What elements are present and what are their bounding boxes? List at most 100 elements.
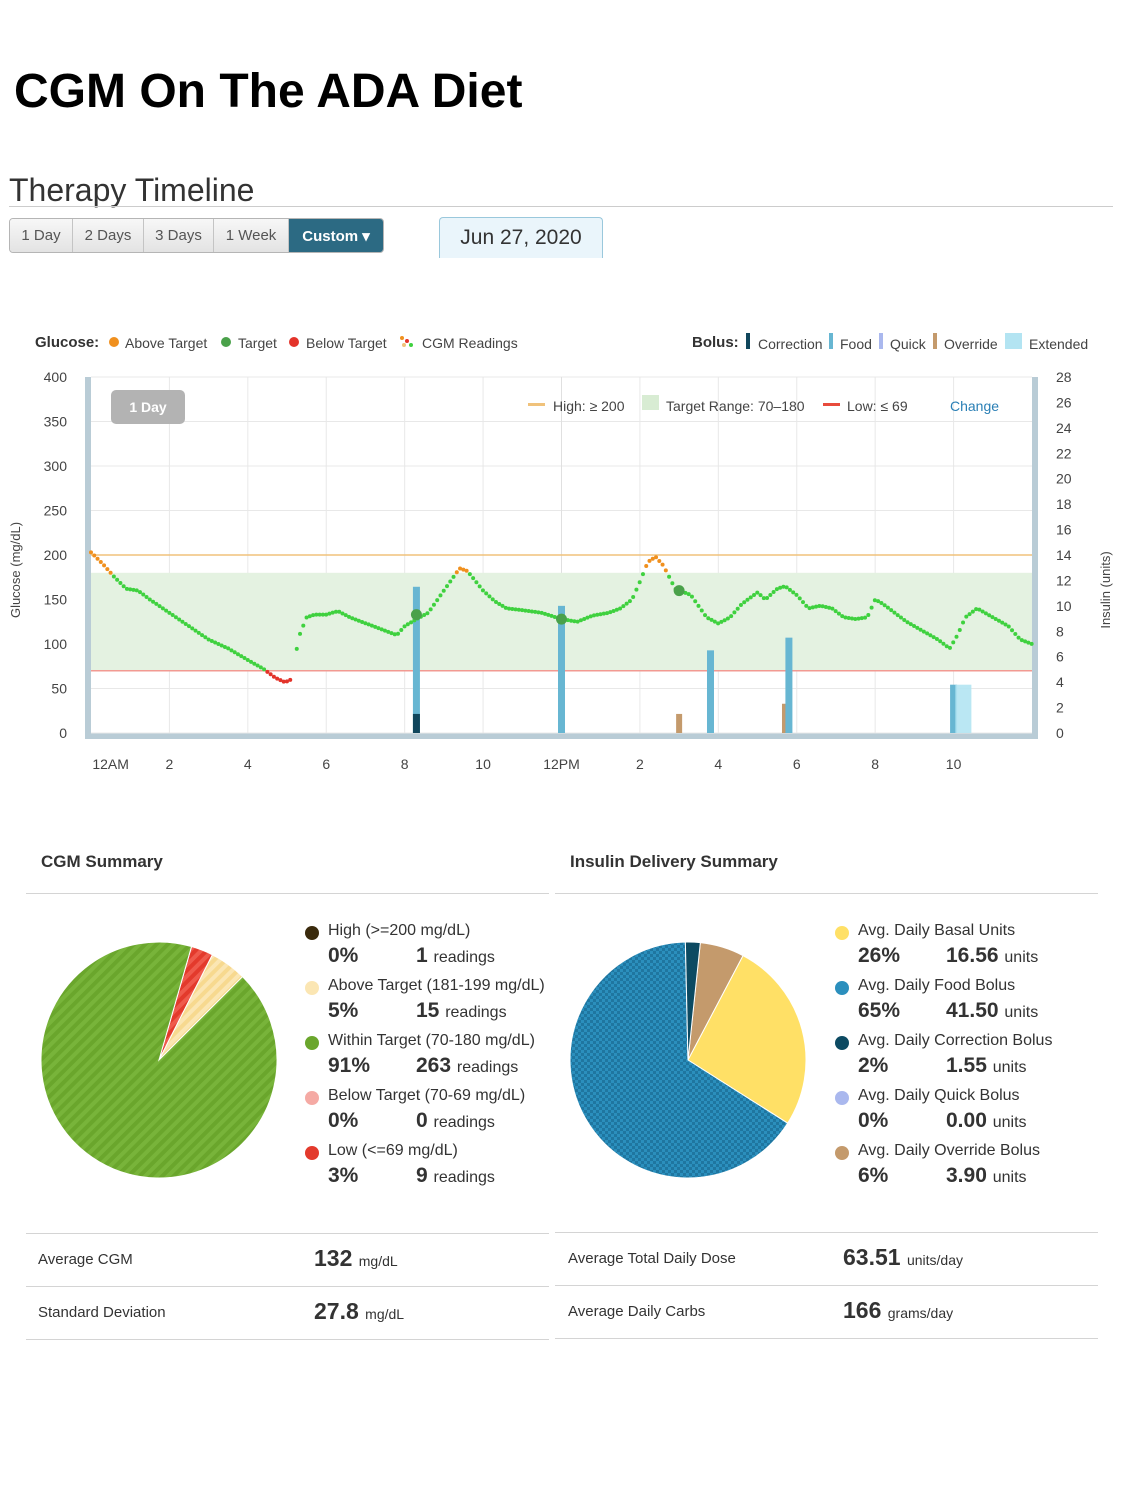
cgm-reading-dot [350,616,355,621]
cgm-reading-dot [588,614,593,619]
cgm-legend-pct: 3% [328,1164,359,1187]
cgm-reading-dot [601,611,606,616]
cgm-reading-dot [500,603,505,608]
page-title: CGM On The ADA Diet [14,65,523,118]
x-tick-label: 10 [946,756,962,772]
correction-dot-icon [835,1036,849,1050]
cgm-reading-dot [856,616,861,621]
cgm-reading-dot [265,669,270,674]
cgm-reading-dot [337,609,342,614]
cgm-stats-divider [26,1286,549,1287]
cgm-reading-dot [611,608,616,613]
y-tick-label: 100 [44,636,68,652]
cgm-reading-dot [222,644,227,649]
cgm-reading-dot [124,586,129,591]
cgm-reading-dot [490,597,495,602]
cgm-reading-dot [444,584,449,589]
cgm-reading-dot [435,598,440,603]
cgm-reading-dot [487,594,492,599]
y2-tick-label: 10 [1056,598,1072,614]
legend-correction: Correction [758,336,823,352]
cgm-reading-dot [781,584,786,589]
cgm-reading-dot [752,592,757,597]
cgm-reading-dot [245,657,250,662]
pie-slice-within-target [40,941,278,1179]
cgm-reading-dot [768,593,773,598]
cgm-reading-dot [569,618,574,623]
cgm-reading-dot [382,628,387,633]
x-tick-label: 6 [322,756,330,772]
cgm-reading-dot [186,624,191,629]
cgm-reading-dot [441,588,446,593]
cgm-reading-dot [252,661,257,666]
tab-1-week[interactable]: 1 Week [214,219,289,252]
cgm-reading-dot [634,587,639,592]
cgm-legend-count: 1 [416,944,428,967]
cgm-reading-dot [477,584,482,589]
target-markers [410,585,685,625]
cgm-reading-dot [667,574,672,579]
cgm-legend-label: Within Target (70-180 mg/dL) [328,1032,535,1049]
cgm-reading-dot [137,590,142,595]
legend-override: Override [944,336,998,352]
tab-3-days[interactable]: 3 Days [144,219,214,252]
cgm-reading-dot [797,596,802,601]
cgm-reading-dot [102,563,107,568]
cgm-reading-dot [977,607,982,612]
cgm-stats-divider [26,1339,549,1340]
insulin-legend-value: 3.90 [946,1164,987,1187]
high-dot-icon [305,926,319,940]
insulin-legend-pct: 2% [858,1054,889,1077]
cgm-reading-dot [980,609,985,614]
y2-tick-label: 28 [1056,369,1072,385]
insulin-legend-label: Avg. Daily Correction Bolus [858,1032,1053,1049]
cgm-reading-dot [409,620,414,625]
cgm-reading-dot [474,580,479,585]
cgm-reading-dot [262,667,267,672]
cgm-reading-dot [1000,620,1005,625]
above-target-swatch [109,337,119,347]
cgm-pie-slices [40,941,278,1179]
cgm-reading-dot [301,623,306,628]
cgm-reading-dot [954,634,959,639]
cgm-reading-dot [396,631,401,636]
change-link[interactable]: Change [950,398,999,414]
legend-above-target: Above Target [125,335,207,351]
bolus-bar-correction [412,713,420,733]
low-legend: Low: ≤ 69 [847,398,908,414]
legend-target: Target [238,335,277,351]
cgm-reading-dot [392,632,397,637]
date-picker[interactable]: Jun 27, 2020 [439,217,603,258]
cgm-reading-dot [278,678,283,683]
tab-2-days[interactable]: 2 Days [73,219,144,252]
cgm-reading-dot [298,631,303,636]
cgm-reading-dot [614,607,619,612]
cgm-reading-dot [621,604,626,609]
cgm-legend-unit: readings [456,1059,519,1076]
cgm-reading-dot [347,614,352,619]
cgm-reading-dot [830,606,835,611]
cgm-reading-dot [549,613,554,618]
cgm-legend-label: Below Target (70-69 mg/dL) [328,1087,526,1104]
y2-tick-label: 8 [1056,623,1064,639]
target-legend: Target Range: 70–180 [666,398,805,414]
cgm-reading-dot [131,587,136,592]
cgm-reading-dot [849,616,854,621]
cgm-reading-dot [582,616,587,621]
therapy-timeline-chart: Glucose: Above Target Target Below Targe… [8,333,1113,772]
cgm-reading-dot [180,619,185,624]
tab-1-day[interactable]: 1 Day [10,219,73,252]
cgm-reading-dot [239,654,244,659]
cgm-reading-dot [742,600,747,605]
cgm-legend-count: 0 [416,1109,428,1132]
cgm-reading-dot [843,615,848,620]
x-tick-label: 8 [401,756,409,772]
cgm-reading-dot [761,596,766,601]
cgm-reading-dot [363,621,368,626]
insulin-legend-unit: units [1004,1004,1039,1021]
cgm-reading-dot [823,604,828,609]
cgm-reading-dot [866,613,871,618]
tab-custom[interactable]: Custom ▾ [289,219,383,252]
cgm-reading-dot [288,677,293,682]
cgm-reading-dot [356,618,361,623]
